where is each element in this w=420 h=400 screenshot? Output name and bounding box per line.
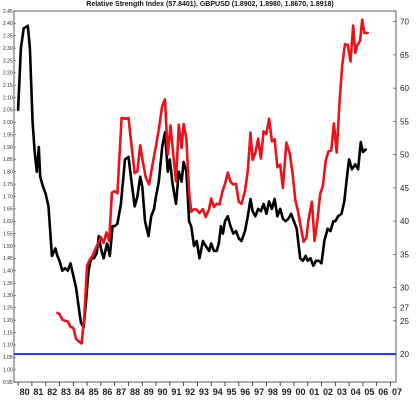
left-tick-label: 2.45 — [3, 9, 13, 15]
left-tick-label: 2.10 — [3, 95, 13, 101]
right-tick-label: 65 — [400, 51, 409, 60]
x-tick-label: 82 — [47, 387, 57, 397]
right-tick-label: 35 — [400, 250, 409, 259]
left-tick-label: 1.85 — [3, 157, 13, 163]
x-tick-label: 92 — [185, 387, 195, 397]
left-tick-label: 1.65 — [3, 207, 13, 213]
left-tick-label: 1.00 — [3, 367, 13, 373]
x-tick-label: 84 — [75, 387, 85, 397]
x-tick-label: 98 — [268, 387, 278, 397]
x-tick-label: 99 — [282, 387, 292, 397]
left-tick-label: 1.25 — [3, 306, 13, 312]
left-tick-label: 2.20 — [3, 71, 13, 77]
left-tick-label: 1.75 — [3, 182, 13, 188]
right-tick-label: 50 — [400, 151, 409, 160]
left-tick-label: 2.25 — [3, 58, 13, 64]
right-tick-label: 55 — [400, 117, 409, 126]
right-tick-label: 30 — [400, 284, 409, 293]
left-tick-label: 1.05 — [3, 355, 13, 361]
x-tick-label: 06 — [378, 387, 388, 397]
x-tick-label: 87 — [116, 387, 126, 397]
left-tick-label: 1.15 — [3, 330, 13, 336]
left-tick-label: 2.35 — [3, 34, 13, 40]
left-tick-label: 1.95 — [3, 132, 13, 138]
x-tick-label: 81 — [33, 387, 43, 397]
left-tick-label: 1.70 — [3, 194, 13, 200]
left-tick-label: 1.40 — [3, 269, 13, 275]
left-tick-label: 1.55 — [3, 231, 13, 237]
left-tick-label: 1.80 — [3, 170, 13, 176]
x-tick-label: 95 — [226, 387, 236, 397]
x-tick-label: 83 — [61, 387, 71, 397]
x-tick-label: 02 — [323, 387, 333, 397]
left-tick-label: 1.20 — [3, 318, 13, 324]
left-tick-label: 1.30 — [3, 293, 13, 299]
right-tick-label: 70 — [400, 18, 409, 27]
x-tick-label: 03 — [337, 387, 347, 397]
chart-title: Relative Strength Index (57.8401), GBPUS… — [86, 1, 334, 8]
x-tick-label: 86 — [102, 387, 112, 397]
right-tick-label: 45 — [400, 184, 409, 193]
x-tick-label: 04 — [351, 387, 361, 397]
price-series-line — [16, 24, 367, 329]
left-tick-label: 0.95 — [3, 380, 13, 386]
left-tick-label: 1.50 — [3, 244, 13, 250]
x-tick-label: 88 — [130, 387, 140, 397]
x-tick-label: 85 — [89, 387, 99, 397]
left-tick-label: 1.35 — [3, 281, 13, 287]
left-tick-label: 2.05 — [3, 108, 13, 114]
left-tick-label: 1.10 — [3, 343, 13, 349]
x-tick-label: 07 — [392, 387, 402, 397]
right-tick-label: 27 — [400, 304, 409, 313]
x-tick-label: 97 — [254, 387, 264, 397]
x-tick-label: 89 — [144, 387, 154, 397]
x-tick-label: 05 — [364, 387, 374, 397]
left-tick-label: 2.00 — [3, 120, 13, 126]
left-tick-label: 1.45 — [3, 256, 13, 262]
rsi-series-line — [56, 18, 369, 345]
left-tick-label: 2.30 — [3, 46, 13, 52]
x-tick-label: 94 — [213, 387, 223, 397]
left-tick-label: 1.90 — [3, 145, 13, 151]
right-tick-label: 25 — [400, 317, 409, 326]
right-tick-label: 20 — [400, 350, 409, 359]
x-tick-label: 91 — [171, 387, 181, 397]
x-tick-label: 96 — [240, 387, 250, 397]
x-tick-label: 93 — [199, 387, 209, 397]
right-tick-label: 40 — [400, 217, 409, 226]
left-tick-label: 2.40 — [3, 21, 13, 27]
x-tick-label: 00 — [295, 387, 305, 397]
x-tick-label: 01 — [309, 387, 319, 397]
x-tick-label: 90 — [158, 387, 168, 397]
x-tick-label: 80 — [20, 387, 30, 397]
left-tick-label: 2.15 — [3, 83, 13, 89]
left-tick-label: 1.60 — [3, 219, 13, 225]
right-tick-label: 60 — [400, 84, 409, 93]
